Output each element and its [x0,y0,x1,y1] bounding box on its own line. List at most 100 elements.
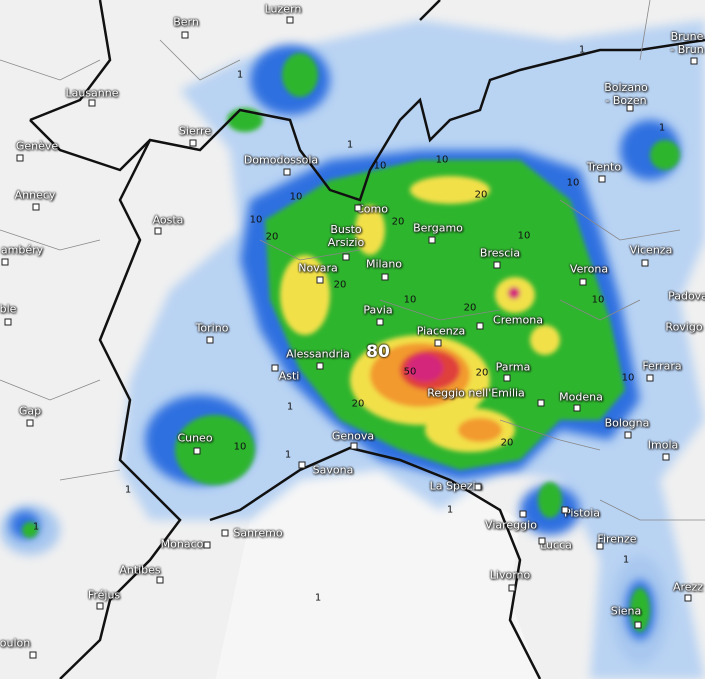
city-marker [96,602,104,610]
city-marker [316,276,324,284]
city-marker [684,594,692,602]
city-label: Aosta [152,213,184,227]
contour-label: 1 [622,554,630,566]
city-marker [428,236,436,244]
city-label: Parma [495,360,531,374]
city-marker [271,364,279,372]
city-marker [206,336,214,344]
city-marker [154,227,162,235]
contour-label: 20 [265,231,279,243]
city-label: Bergamo [413,221,463,235]
city-marker [474,483,482,491]
city-marker [537,399,545,407]
contour-label: 10 [435,154,449,166]
city-marker [88,99,96,107]
contour-label: 1 [124,484,132,496]
city-marker [381,273,389,281]
city-marker [434,339,442,347]
city-marker [538,537,546,545]
city-label: Genève [15,139,59,153]
city-label: Fréjus [87,588,121,602]
city-label: Rovigo [665,320,703,334]
city-label: Reggio nell'Emilia [427,386,525,400]
contour-label: 50 [403,366,417,378]
city-marker [203,541,211,549]
contour-label: 10 [233,441,247,453]
city-marker [283,168,291,176]
city-marker [181,31,189,39]
city-label: Vicenza [629,243,673,257]
city-label: Alessandria [286,347,350,361]
city-marker [476,322,484,330]
city-marker [376,318,384,326]
city-label: ambéry [0,243,44,257]
city-marker [4,318,12,326]
contour-label: 20 [391,216,405,228]
city-marker [624,431,632,439]
contour-label: 80 [366,342,390,362]
contour-label: 10 [566,177,580,189]
city-label: Brune - Brun [670,30,704,56]
city-label: Arezz [672,580,704,594]
city-label: Piacenza [416,324,466,338]
contour-label: 1 [236,69,244,81]
city-label: Viareggio [485,518,537,532]
contour-label: 10 [289,191,303,203]
city-marker [508,584,516,592]
city-label: Annecy [14,188,56,202]
city-label: Sanremo [233,526,283,540]
city-marker [16,154,24,162]
contour-label: 1 [578,44,586,56]
city-label: Savona [312,463,354,477]
city-label: Verona [569,262,609,276]
city-label: Lausanne [65,86,119,100]
contour-label: 20 [351,398,365,410]
city-label: Luzern [264,2,302,16]
city-marker [634,621,642,629]
city-marker [29,651,37,659]
contour-label: 20 [474,189,488,201]
contour-label: 20 [463,302,477,314]
contour-label: 1 [286,401,294,413]
city-marker [32,203,40,211]
city-label: Cremona [493,313,543,327]
rain-intense [280,176,560,452]
city-label: Modena [559,390,603,404]
city-label: Gap [18,404,42,418]
city-marker [298,461,306,469]
region-borders [0,0,705,521]
city-label: Imola [647,438,679,452]
city-label: ble [0,302,17,316]
contour-label: 1 [284,449,292,461]
city-label: Como [356,202,388,216]
city-label: Antibes [119,563,161,577]
city-marker [316,362,324,370]
city-marker [1,258,9,266]
city-label: Livorno [489,568,531,582]
city-marker [350,442,358,450]
city-marker [156,576,164,584]
contour-label: 1 [314,592,322,604]
city-marker [221,529,229,537]
city-label: Asti [278,369,300,383]
contour-label: 10 [517,230,531,242]
city-marker [662,453,670,461]
city-label: Genova [331,429,375,443]
city-marker [573,404,581,412]
city-label: Pavia [363,303,393,317]
city-label: Bologna [604,416,650,430]
city-label: Bern [173,15,199,29]
city-marker [493,261,501,269]
city-marker [26,419,34,427]
city-marker [286,16,294,24]
city-marker [598,175,606,183]
city-label: Torino [195,321,229,335]
contour-label: 20 [333,279,347,291]
city-label: Pistoia [563,506,601,520]
city-label: Firenze [597,532,637,546]
contour-label: 20 [475,367,489,379]
city-marker [354,204,362,212]
city-label: Siena [610,604,642,618]
contour-label: 10 [621,372,635,384]
